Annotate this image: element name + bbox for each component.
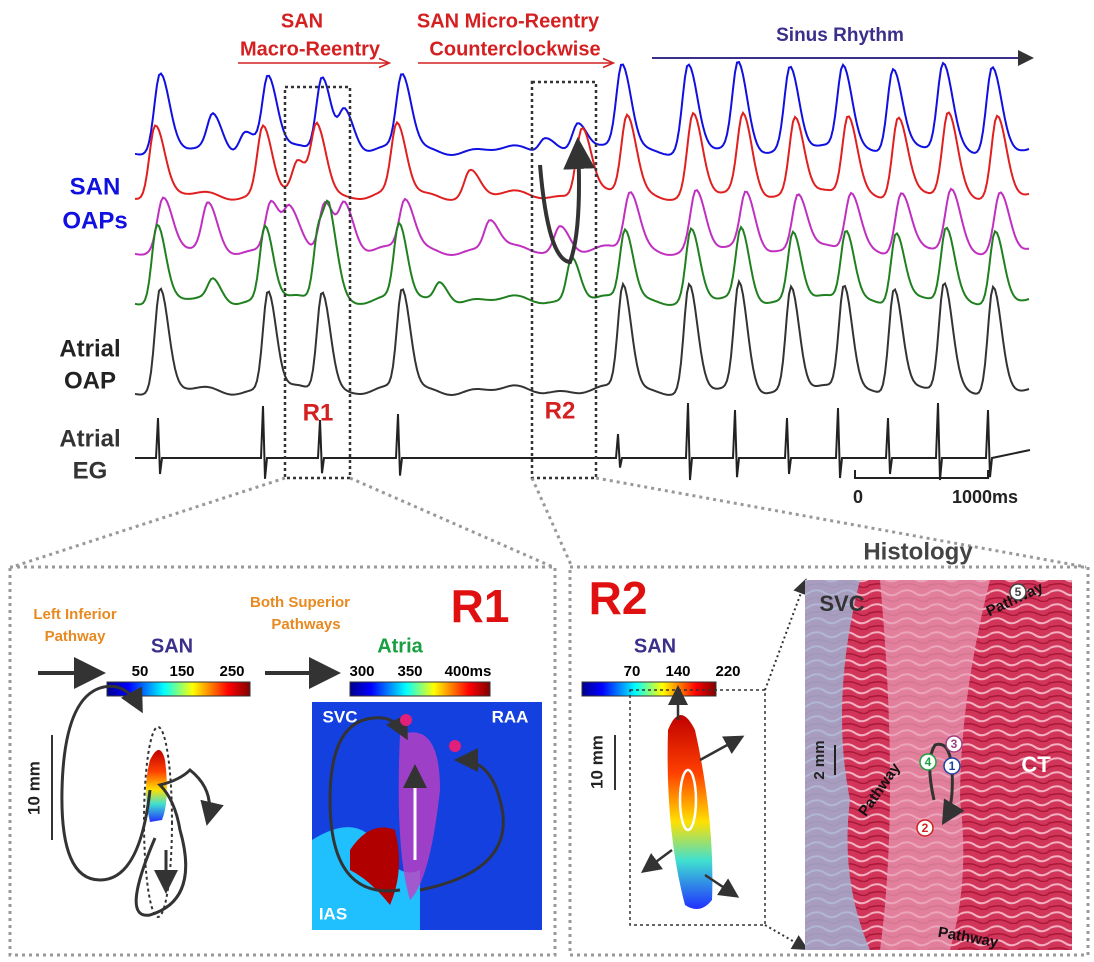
label: 300 (349, 663, 374, 680)
label: OAPs (62, 207, 127, 234)
label: Macro-Reentry (240, 38, 381, 60)
pathway-loop (62, 686, 150, 880)
colorbar (350, 682, 490, 696)
label: 5 (1015, 585, 1022, 599)
label: Atria (377, 635, 423, 657)
label: 140 (665, 663, 690, 680)
label: SAN Micro-Reentry (417, 10, 600, 32)
label: 10 mm (24, 761, 43, 815)
label: R1 (303, 399, 334, 426)
label: R1 (451, 580, 510, 632)
zoom-line (765, 582, 805, 690)
label: SVC (819, 591, 864, 616)
label: 350 (397, 663, 422, 680)
label: Both Superior (250, 594, 350, 611)
site (400, 714, 412, 726)
label: 1 (949, 759, 956, 773)
colorbar (582, 682, 716, 696)
label: R2 (545, 397, 576, 424)
figure: SAN Macro-Reentry SAN Micro-Reentry Counter… (0, 0, 1094, 962)
label: SAN (151, 635, 193, 657)
label: SAN (70, 173, 121, 200)
zoom-line (532, 478, 572, 567)
label: Left Inferior (33, 606, 116, 623)
label: SAN (281, 10, 323, 32)
label: 150 (169, 663, 194, 680)
label: Pathway (45, 628, 107, 645)
label: 2 mm (811, 740, 828, 779)
label: Atrial (59, 425, 120, 452)
label: 10 mm (587, 735, 606, 789)
zoom-line (765, 925, 805, 948)
atrial-eg-trace (135, 403, 1030, 480)
label: Histology (863, 538, 973, 565)
label: Sinus Rhythm (776, 25, 904, 46)
label: 250 (219, 663, 244, 680)
arrow (700, 738, 740, 760)
label: IAS (319, 904, 347, 923)
san-trace-magenta (135, 189, 1029, 255)
label: RAA (492, 707, 529, 726)
label: Pathways (271, 616, 340, 633)
zoom-line (350, 478, 553, 567)
label: 0 (853, 487, 863, 507)
label: SVC (323, 707, 358, 726)
label: 3 (951, 737, 958, 751)
label: 1000ms (952, 487, 1018, 507)
label: CT (1021, 752, 1051, 777)
san-map (146, 750, 167, 822)
label: R2 (589, 572, 648, 624)
san-map (668, 715, 713, 909)
label: Atrial (59, 335, 120, 362)
label: 70 (624, 663, 641, 680)
arrow (645, 850, 672, 870)
time-scale-bar (855, 470, 988, 478)
label: Counterclockwise (429, 38, 600, 60)
label: 50 (132, 663, 149, 680)
reentry-arrow (540, 145, 579, 262)
zoom-line (12, 478, 285, 567)
label: 2 (922, 821, 929, 835)
label: EG (73, 457, 108, 484)
label: SAN (634, 635, 676, 657)
label: 4 (925, 755, 932, 769)
atrial-oap-trace (135, 282, 1029, 395)
site (449, 740, 461, 752)
label: 220 (715, 663, 740, 680)
label: 400ms (445, 663, 492, 680)
label: OAP (64, 367, 116, 394)
